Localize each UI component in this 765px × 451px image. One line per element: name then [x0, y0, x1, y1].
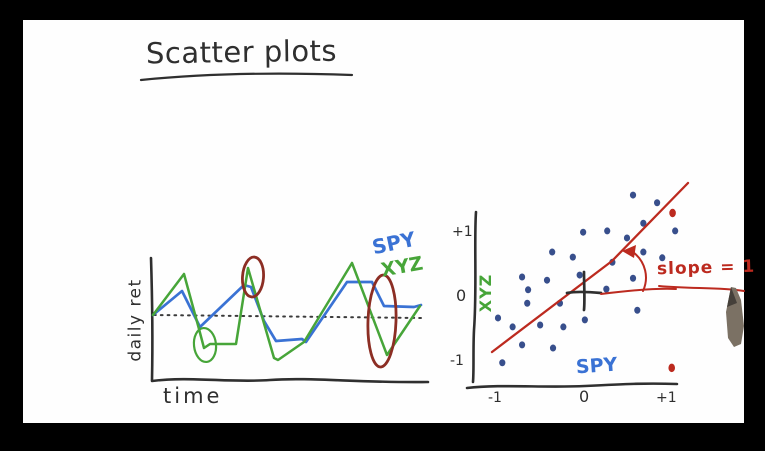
- scatter-y-axis-label: XYZ: [476, 273, 495, 313]
- scatter-y-tick-zero: 0: [456, 286, 467, 305]
- scatter-y-tick-plus1: +1: [452, 224, 473, 240]
- scatter-point: [659, 254, 666, 262]
- scatter-point: [576, 271, 583, 279]
- scatter-point: [509, 323, 516, 331]
- angle-arc: [632, 251, 647, 292]
- fit-line: [490, 181, 690, 354]
- scatter-y-tick-minus1: -1: [450, 353, 464, 369]
- scatter-point: [525, 286, 532, 294]
- scatter-point: [629, 274, 637, 282]
- annotation-ellipse: [192, 326, 218, 364]
- left-chart-y-axis-label: daily ret: [125, 278, 146, 362]
- scatter-point: [537, 321, 544, 329]
- scatter-point: [560, 323, 567, 331]
- scatter-point: [543, 276, 551, 284]
- scatter-x-tick-plus1: +1: [656, 390, 677, 406]
- outlier-point: [668, 363, 676, 373]
- scatter-y-axis: [471, 210, 478, 384]
- title-underline: [139, 72, 354, 82]
- scatter-point: [524, 299, 531, 307]
- outlier-point: [669, 208, 676, 218]
- scatter-point: [629, 191, 637, 199]
- scatter-point: [569, 253, 576, 261]
- pen-cursor: [726, 287, 744, 347]
- scatter-point: [518, 341, 526, 349]
- arc-arrowhead: [622, 245, 636, 258]
- scatter-x-tick-minus1: -1: [488, 390, 502, 406]
- scatter-x-axis: [465, 382, 679, 390]
- scatter-point: [581, 316, 588, 324]
- slope-annotation: slope = 1: [656, 256, 756, 280]
- left-chart-x-axis-label: time: [163, 384, 223, 408]
- scatter-point: [672, 227, 679, 235]
- scatter-point: [604, 227, 611, 235]
- scatter-point: [634, 306, 641, 314]
- scatter-point: [499, 359, 506, 367]
- scatter-point: [640, 219, 647, 227]
- annotation-ellipse: [241, 255, 265, 299]
- scatter-point: [654, 199, 661, 207]
- annotation-ellipse: [366, 273, 398, 369]
- left-y-axis: [149, 256, 154, 382]
- scatter-point: [640, 248, 647, 256]
- whiteboard-canvas: [23, 20, 744, 423]
- scatter-point: [549, 248, 556, 256]
- scatter-x-tick-zero: 0: [579, 387, 590, 406]
- scatter-point: [603, 285, 610, 293]
- scatter-point: [623, 234, 631, 242]
- scatter-point: [549, 344, 557, 352]
- scatter-point: [494, 314, 502, 322]
- pen-cursor-tip: [727, 287, 737, 307]
- left-x-axis: [150, 377, 430, 384]
- scatter-point: [518, 273, 526, 281]
- origin-cross: [565, 290, 603, 295]
- lesson-title: Scatter plots: [145, 33, 338, 71]
- horizontal-ray: [600, 287, 677, 295]
- scatter-x-axis-label: SPY: [575, 353, 619, 379]
- spy-line: [151, 280, 423, 344]
- scatter-point: [580, 228, 587, 236]
